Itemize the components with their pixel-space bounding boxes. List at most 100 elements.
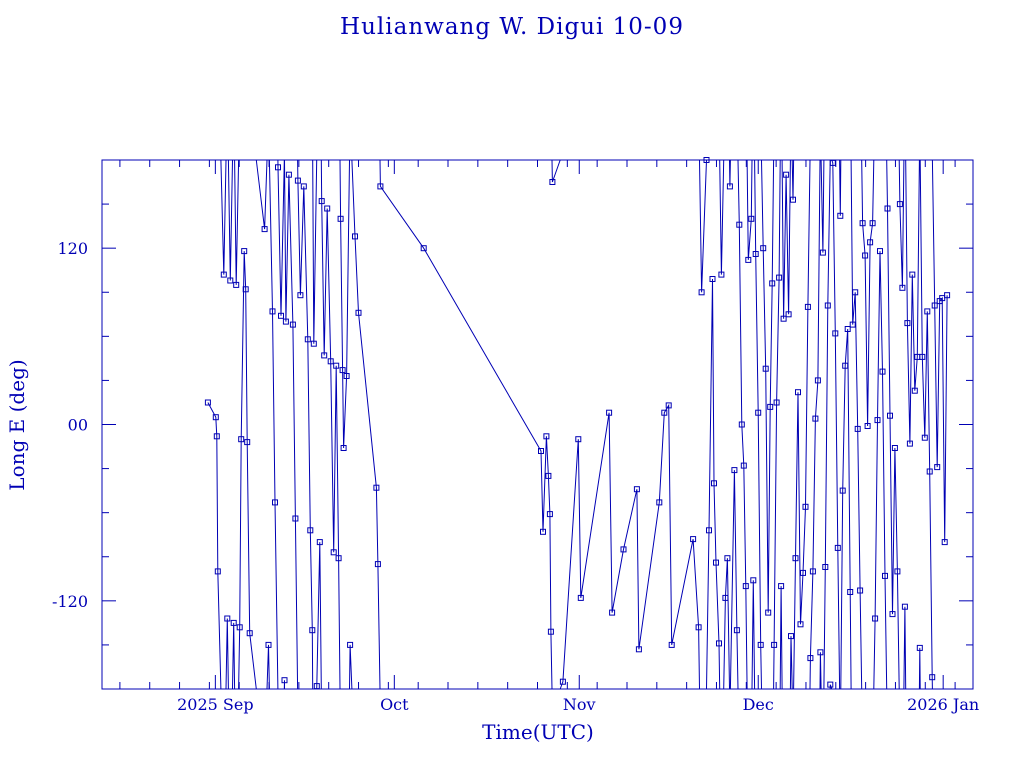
data-point <box>289 321 296 328</box>
data-point <box>559 678 566 685</box>
data-point <box>733 627 740 634</box>
data-point <box>745 256 752 263</box>
data-point <box>709 276 716 282</box>
data-point <box>884 205 891 212</box>
data-point <box>265 641 272 648</box>
data-point <box>785 311 792 318</box>
data-point <box>304 336 311 343</box>
plot-frame <box>101 159 974 690</box>
data-point <box>656 499 663 506</box>
data-point <box>844 326 851 332</box>
data-point <box>545 472 552 479</box>
data-point <box>864 423 871 429</box>
data-point <box>212 414 219 421</box>
data-point <box>738 421 745 428</box>
data-point <box>802 503 809 510</box>
data-point <box>377 183 384 190</box>
data-point <box>690 536 697 543</box>
data-point <box>606 409 613 416</box>
data-point <box>313 683 320 690</box>
data-point <box>224 615 231 622</box>
data-point <box>244 439 251 446</box>
data-point <box>347 641 354 648</box>
data-point <box>752 251 759 257</box>
data-point <box>839 487 846 494</box>
data-point <box>882 572 888 579</box>
data-point <box>891 445 898 451</box>
data-point <box>812 415 819 422</box>
data-point <box>668 641 675 648</box>
data-point <box>230 619 237 626</box>
data-point <box>355 309 362 316</box>
data-point <box>773 399 780 406</box>
data-point <box>238 436 245 443</box>
data-point <box>889 611 896 618</box>
data-point <box>852 289 859 296</box>
data-point <box>261 226 268 233</box>
data-point <box>269 308 276 315</box>
data-point <box>577 594 584 601</box>
data-point <box>724 555 731 562</box>
data-point <box>695 624 702 631</box>
data-point <box>420 245 427 252</box>
data-point <box>899 284 906 291</box>
y-tick-label: -120 <box>52 592 88 611</box>
chart-title: Hulianwang W. Digui 10-09 <box>340 14 684 40</box>
data-point <box>817 649 824 656</box>
data-point <box>944 292 951 299</box>
data-point <box>829 159 836 166</box>
data-point <box>896 201 903 208</box>
data-point <box>297 292 304 299</box>
data-point <box>538 448 544 454</box>
data-point <box>726 183 733 190</box>
data-point <box>546 511 553 518</box>
data-point <box>292 515 299 522</box>
data-point <box>742 583 749 590</box>
data-point <box>718 271 725 278</box>
data-point <box>862 252 869 259</box>
y-tick-label: 120 <box>57 239 88 258</box>
data-point <box>857 587 864 594</box>
data-point <box>859 220 866 227</box>
data-point <box>872 615 879 622</box>
data-point <box>842 362 849 369</box>
data-point <box>373 484 380 491</box>
data-point <box>246 630 253 637</box>
x-tick-label: 2025 Sep <box>177 695 253 714</box>
data-point <box>804 303 811 310</box>
data-point <box>924 308 931 315</box>
data-point <box>904 320 911 327</box>
data-point <box>740 462 747 469</box>
data-point <box>374 561 381 568</box>
data-point <box>849 321 856 328</box>
x-tick-label: 2026 Jan <box>907 695 979 714</box>
data-point <box>337 215 344 222</box>
x-tick-label: Dec <box>743 695 774 714</box>
data-point <box>879 368 886 375</box>
series-line <box>207 159 948 690</box>
data-point <box>797 621 804 628</box>
data-point <box>282 318 289 325</box>
data-point <box>333 362 340 369</box>
data-point <box>877 248 883 255</box>
y-tick-label: 00 <box>68 416 88 435</box>
data-point <box>847 589 854 595</box>
data-point <box>214 568 221 575</box>
data-point <box>540 528 546 535</box>
data-point <box>814 377 821 384</box>
data-point <box>809 568 816 575</box>
data-point <box>783 171 790 178</box>
data-point <box>307 527 314 534</box>
data-point <box>929 674 936 681</box>
data-point <box>227 277 234 284</box>
data-point <box>834 544 841 551</box>
data-point <box>294 177 301 184</box>
data-point <box>894 568 901 575</box>
data-point <box>722 594 729 601</box>
data-point <box>310 340 317 347</box>
data-point <box>713 559 719 566</box>
data-point <box>832 330 839 337</box>
data-point <box>620 546 627 553</box>
data-point <box>242 286 249 293</box>
